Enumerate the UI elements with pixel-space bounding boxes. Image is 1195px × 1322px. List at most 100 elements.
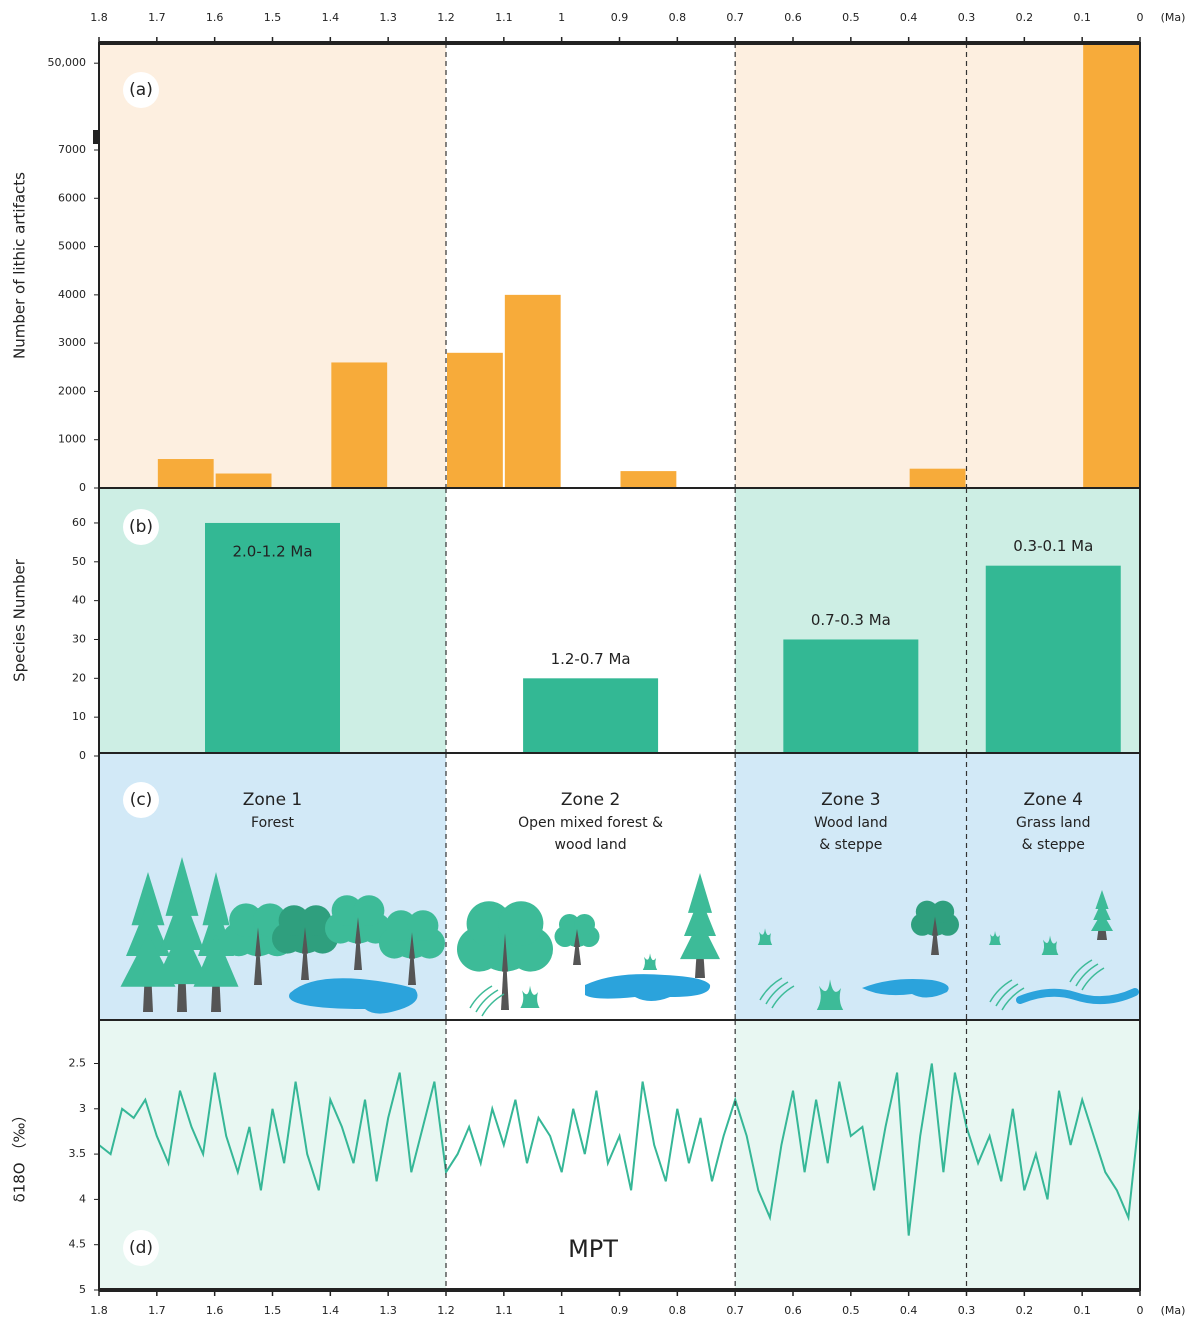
tree-crown [229,903,263,937]
grass [989,931,1001,945]
x-tick-label: 0.7 [726,1304,744,1317]
tree-trunk [502,933,508,972]
tree-crown [202,872,230,926]
x-tick-label: 0.2 [1016,11,1034,24]
frames: 0100020003000400050006000700050,000Numbe… [11,11,1186,1317]
panel-label-bg [123,509,159,545]
grass [642,953,658,970]
bar [331,362,388,488]
annotation: MPT [568,1235,618,1263]
panel-label: (c) [130,790,153,810]
tree-crown [198,902,234,956]
bar [1083,43,1139,488]
bar [985,565,1121,753]
water [1016,988,1139,1005]
panel-label-bg [123,782,159,818]
axis-break [93,130,99,144]
tree-trunk [255,927,261,957]
bar-label: 1.2-0.7 Ma [551,650,631,668]
x-tick-label: 1.2 [437,11,455,24]
wind [469,985,505,1017]
tree-crown [407,910,439,941]
bar-label: 0.7-0.3 Ma [811,611,891,629]
x-tick-label: 1.6 [206,1304,224,1317]
grass [1041,935,1059,955]
tree-crown [1095,890,1109,909]
water [585,974,711,1001]
tree-crown [278,905,310,936]
zone-shade [446,753,736,1020]
x-tick-label: 0.5 [842,1304,860,1317]
tree-crown [126,902,170,956]
x-tick-label: 0.4 [900,1304,918,1317]
tree-trunk [408,936,416,985]
x-tick-label: 1.5 [264,11,282,24]
zone-shade [735,1020,967,1290]
tree-trunk [932,916,938,936]
x-tick-label: 1.7 [148,11,166,24]
x-tick-label: 1.8 [90,1304,108,1317]
tree-trunk [301,931,309,980]
zone-description: Open mixed forest & [518,815,663,831]
x-tick-label: 0.4 [900,11,918,24]
tree-trunk [254,932,262,985]
wind [759,977,795,1009]
tree-crown [931,900,955,923]
y-tick-label: 2000 [58,384,86,397]
bar [783,639,919,753]
panel-label-bg [123,1230,159,1266]
tree-crown [154,925,210,985]
bar [215,473,272,488]
y-tick-label: 3000 [58,336,86,349]
tree-crown [385,910,417,941]
tree-crown [300,905,332,936]
zone-title: Zone 4 [1024,790,1084,810]
y-tick-label: 50,000 [48,56,87,69]
tree-trunk [573,932,581,965]
x-tick-label: 1.8 [90,11,108,24]
data-line [98,1063,1141,1236]
tree-crown [688,873,712,913]
tree-crown [915,900,939,923]
y-tick-label: 5 [79,1283,86,1296]
zone-description: Wood land [814,815,888,831]
y-tick-label: 3.5 [69,1147,87,1160]
zone-shade [99,43,446,488]
y-axis-label: Number of lithic artifacts [11,172,29,359]
x-tick-label: 1.2 [437,1304,455,1317]
y-tick-label: 10 [72,710,86,723]
y-tick-label: 50 [72,555,86,568]
x-tick-label: 0.8 [669,11,687,24]
x-tick-label: 1.6 [206,11,224,24]
tree-crown [1093,901,1111,920]
x-tick-label: 0.3 [958,11,976,24]
x-tick-label: 0.9 [611,1304,629,1317]
tree-crown [193,933,239,987]
x-tick-label: 1.4 [322,1304,340,1317]
zone-title: Zone 2 [561,790,621,810]
y-tick-label: 0 [79,481,86,494]
panel-label: (a) [129,80,153,100]
zone-description: & steppe [819,837,882,853]
tree-crown [160,891,204,950]
tree-crown [574,914,595,935]
x-tick-label: 1.5 [264,1304,282,1317]
tree-crown [165,857,199,916]
water [862,979,949,998]
x-tick-label: 0.8 [669,1304,687,1317]
x-tick-label: 0 [1137,11,1144,24]
tree-crown [684,896,716,936]
zone-title: Zone 3 [821,790,881,810]
tree-trunk [931,919,939,955]
tree-trunk [354,921,362,970]
x-tick-label: 1 [558,1304,565,1317]
zone-description: & steppe [1022,837,1085,853]
tree-trunk [409,932,415,959]
tree-crown [331,895,363,926]
zone-shade [735,753,967,1020]
y-tick-label: 4000 [58,288,86,301]
tree-trunk [355,917,361,944]
tree-crown [680,919,720,960]
